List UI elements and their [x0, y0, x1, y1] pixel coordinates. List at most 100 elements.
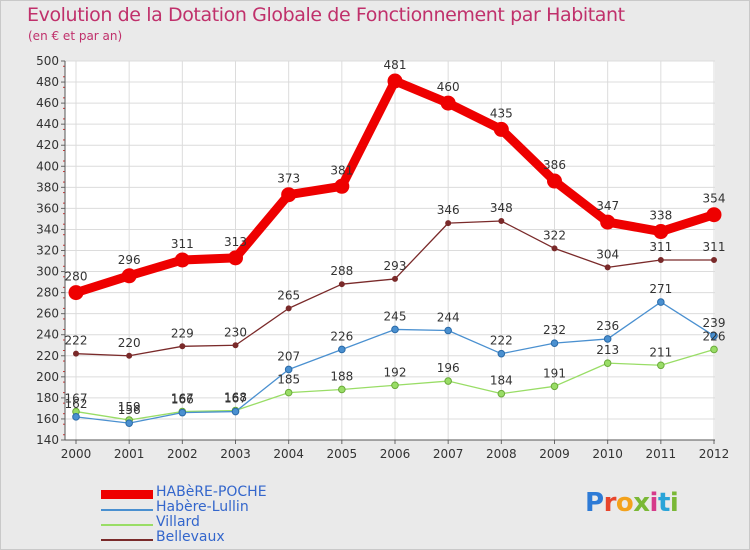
data-point: [600, 214, 616, 230]
x-tick-label: 2006: [380, 447, 411, 461]
data-point: [72, 413, 80, 421]
data-label: 167: [171, 392, 194, 406]
data-point: [334, 178, 350, 194]
data-point: [604, 264, 611, 271]
data-point: [710, 345, 718, 354]
x-tick-label: 2005: [327, 447, 358, 461]
y-tick-label: 220: [36, 349, 59, 363]
data-point: [653, 224, 669, 240]
data-point: [179, 343, 186, 350]
data-label: 188: [330, 369, 353, 383]
logo-letter: i: [649, 488, 659, 518]
data-point: [392, 275, 398, 282]
data-label: 354: [703, 192, 726, 206]
data-point: [178, 408, 187, 417]
data-point: [387, 73, 403, 89]
data-label: 381: [330, 163, 353, 177]
x-tick-label: 2008: [486, 447, 517, 461]
data-label: 191: [543, 366, 566, 380]
data-label: 348: [490, 201, 513, 215]
data-point: [284, 365, 293, 374]
data-point: [391, 381, 399, 390]
data-label: 239: [703, 316, 726, 330]
y-tick-label: 180: [36, 391, 59, 405]
data-point: [603, 335, 612, 343]
data-label: 232: [543, 323, 566, 337]
data-label: 185: [277, 373, 300, 387]
data-label: 271: [649, 282, 672, 296]
data-point: [547, 173, 562, 189]
y-tick-label: 300: [36, 265, 59, 279]
data-label: 304: [596, 247, 619, 261]
data-point: [440, 95, 456, 111]
data-label: 213: [596, 343, 619, 357]
data-point: [551, 245, 558, 252]
data-point: [493, 121, 509, 137]
y-tick-label: 480: [36, 75, 59, 89]
data-label: 288: [330, 264, 353, 278]
x-tick-label: 2000: [61, 447, 92, 461]
x-tick-label: 2012: [699, 447, 730, 461]
y-tick-label: 400: [36, 159, 59, 173]
x-tick-label: 2001: [114, 447, 145, 461]
data-label: 373: [277, 172, 300, 186]
y-tick-label: 240: [36, 328, 59, 342]
data-point: [444, 377, 452, 385]
data-point: [338, 345, 346, 354]
data-label: 222: [65, 334, 88, 348]
data-label: 245: [384, 309, 407, 323]
data-label: 167: [224, 392, 247, 406]
y-tick-label: 460: [36, 96, 59, 110]
y-tick-label: 420: [36, 138, 59, 152]
data-label: 167: [65, 392, 88, 406]
data-label: 162: [65, 397, 88, 411]
data-point: [498, 218, 505, 225]
data-label: 159: [118, 400, 141, 414]
x-tick-label: 2011: [646, 447, 677, 461]
data-label: 236: [596, 319, 619, 333]
data-label: 207: [277, 349, 300, 363]
data-label: 196: [437, 361, 460, 375]
y-tick-label: 360: [36, 201, 59, 215]
data-label: 311: [703, 240, 726, 254]
legend-label: Bellevaux: [156, 529, 225, 545]
data-label: 156: [118, 403, 141, 417]
data-label: 211: [649, 345, 672, 359]
data-point: [121, 268, 137, 284]
x-tick-label: 2007: [433, 447, 464, 461]
logo-letter: P: [585, 488, 604, 518]
data-point: [445, 220, 452, 227]
data-label: 166: [171, 393, 194, 407]
logo-letter: r: [603, 488, 617, 518]
legend-swatch: [101, 524, 153, 526]
data-label: 229: [171, 326, 194, 340]
legend-swatch: [101, 490, 153, 499]
data-label: 184: [490, 374, 513, 388]
data-point: [338, 281, 345, 288]
chart-subtitle: (en € et par an): [28, 29, 123, 43]
legend-label: HABèRE-POCHE: [156, 484, 267, 500]
y-tick-label: 500: [36, 54, 59, 68]
data-label: 346: [437, 203, 460, 217]
data-point: [231, 407, 240, 416]
logo-letter: i: [669, 488, 679, 518]
x-tick-label: 2002: [167, 447, 198, 461]
x-tick-label: 2003: [220, 447, 251, 461]
data-point: [444, 326, 452, 335]
data-label: 296: [118, 253, 141, 267]
data-point: [73, 350, 79, 357]
data-label: 226: [330, 329, 353, 343]
data-label: 265: [277, 288, 300, 302]
data-point: [710, 331, 718, 340]
data-point: [550, 339, 559, 347]
data-label: 347: [596, 199, 619, 213]
y-tick-label: 340: [36, 222, 59, 236]
data-point: [285, 305, 292, 312]
y-tick-label: 320: [36, 244, 59, 258]
data-point: [497, 349, 506, 358]
data-label: 435: [490, 106, 513, 120]
data-point: [711, 256, 717, 263]
y-tick-label: 160: [36, 412, 59, 426]
data-label: 311: [649, 240, 672, 254]
